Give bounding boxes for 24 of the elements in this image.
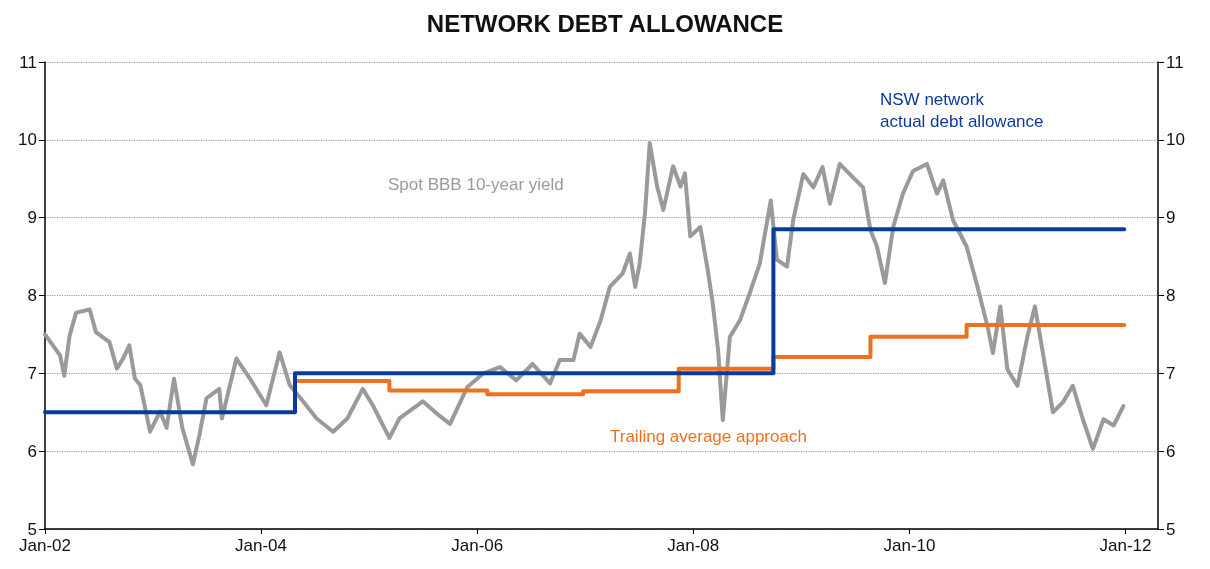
x-tick-label: Jan-12 (1099, 536, 1152, 555)
text: NSW network actual debt allowance (880, 89, 1044, 131)
y2-tick-label: 7 (1166, 363, 1176, 383)
y2-tick-label: 10 (1166, 130, 1185, 150)
x-tick-label: Jan-10 (883, 536, 936, 555)
text: Trailing average approach (610, 426, 807, 446)
text: Spot BBB 10-year yield (388, 174, 564, 194)
y2-tick-label: 5 (1166, 519, 1176, 539)
x-tick-label: Jan-06 (451, 536, 504, 555)
y-tick-label: 7 (27, 363, 37, 383)
chart-title: NETWORK DEBT ALLOWANCE (426, 9, 784, 37)
x-tick-label: Jan-08 (667, 536, 720, 555)
y-tick-label: 9 (27, 208, 37, 228)
x-tick-label: Jan-02 (19, 536, 71, 555)
y-tick-label: 6 (27, 441, 37, 461)
y2-tick-label: 8 (1166, 286, 1176, 305)
y-tick-label: 5 (27, 519, 37, 539)
y-tick-label: 11 (19, 52, 37, 72)
y2-tick-label: 9 (1166, 208, 1176, 228)
x-tick-label: Jan-04 (234, 536, 287, 555)
y2-tick-label: 11 (1166, 52, 1184, 72)
y-tick-label: 8 (27, 286, 37, 305)
y-tick-label: 10 (18, 130, 37, 150)
y2-tick-label: 6 (1166, 441, 1176, 461)
